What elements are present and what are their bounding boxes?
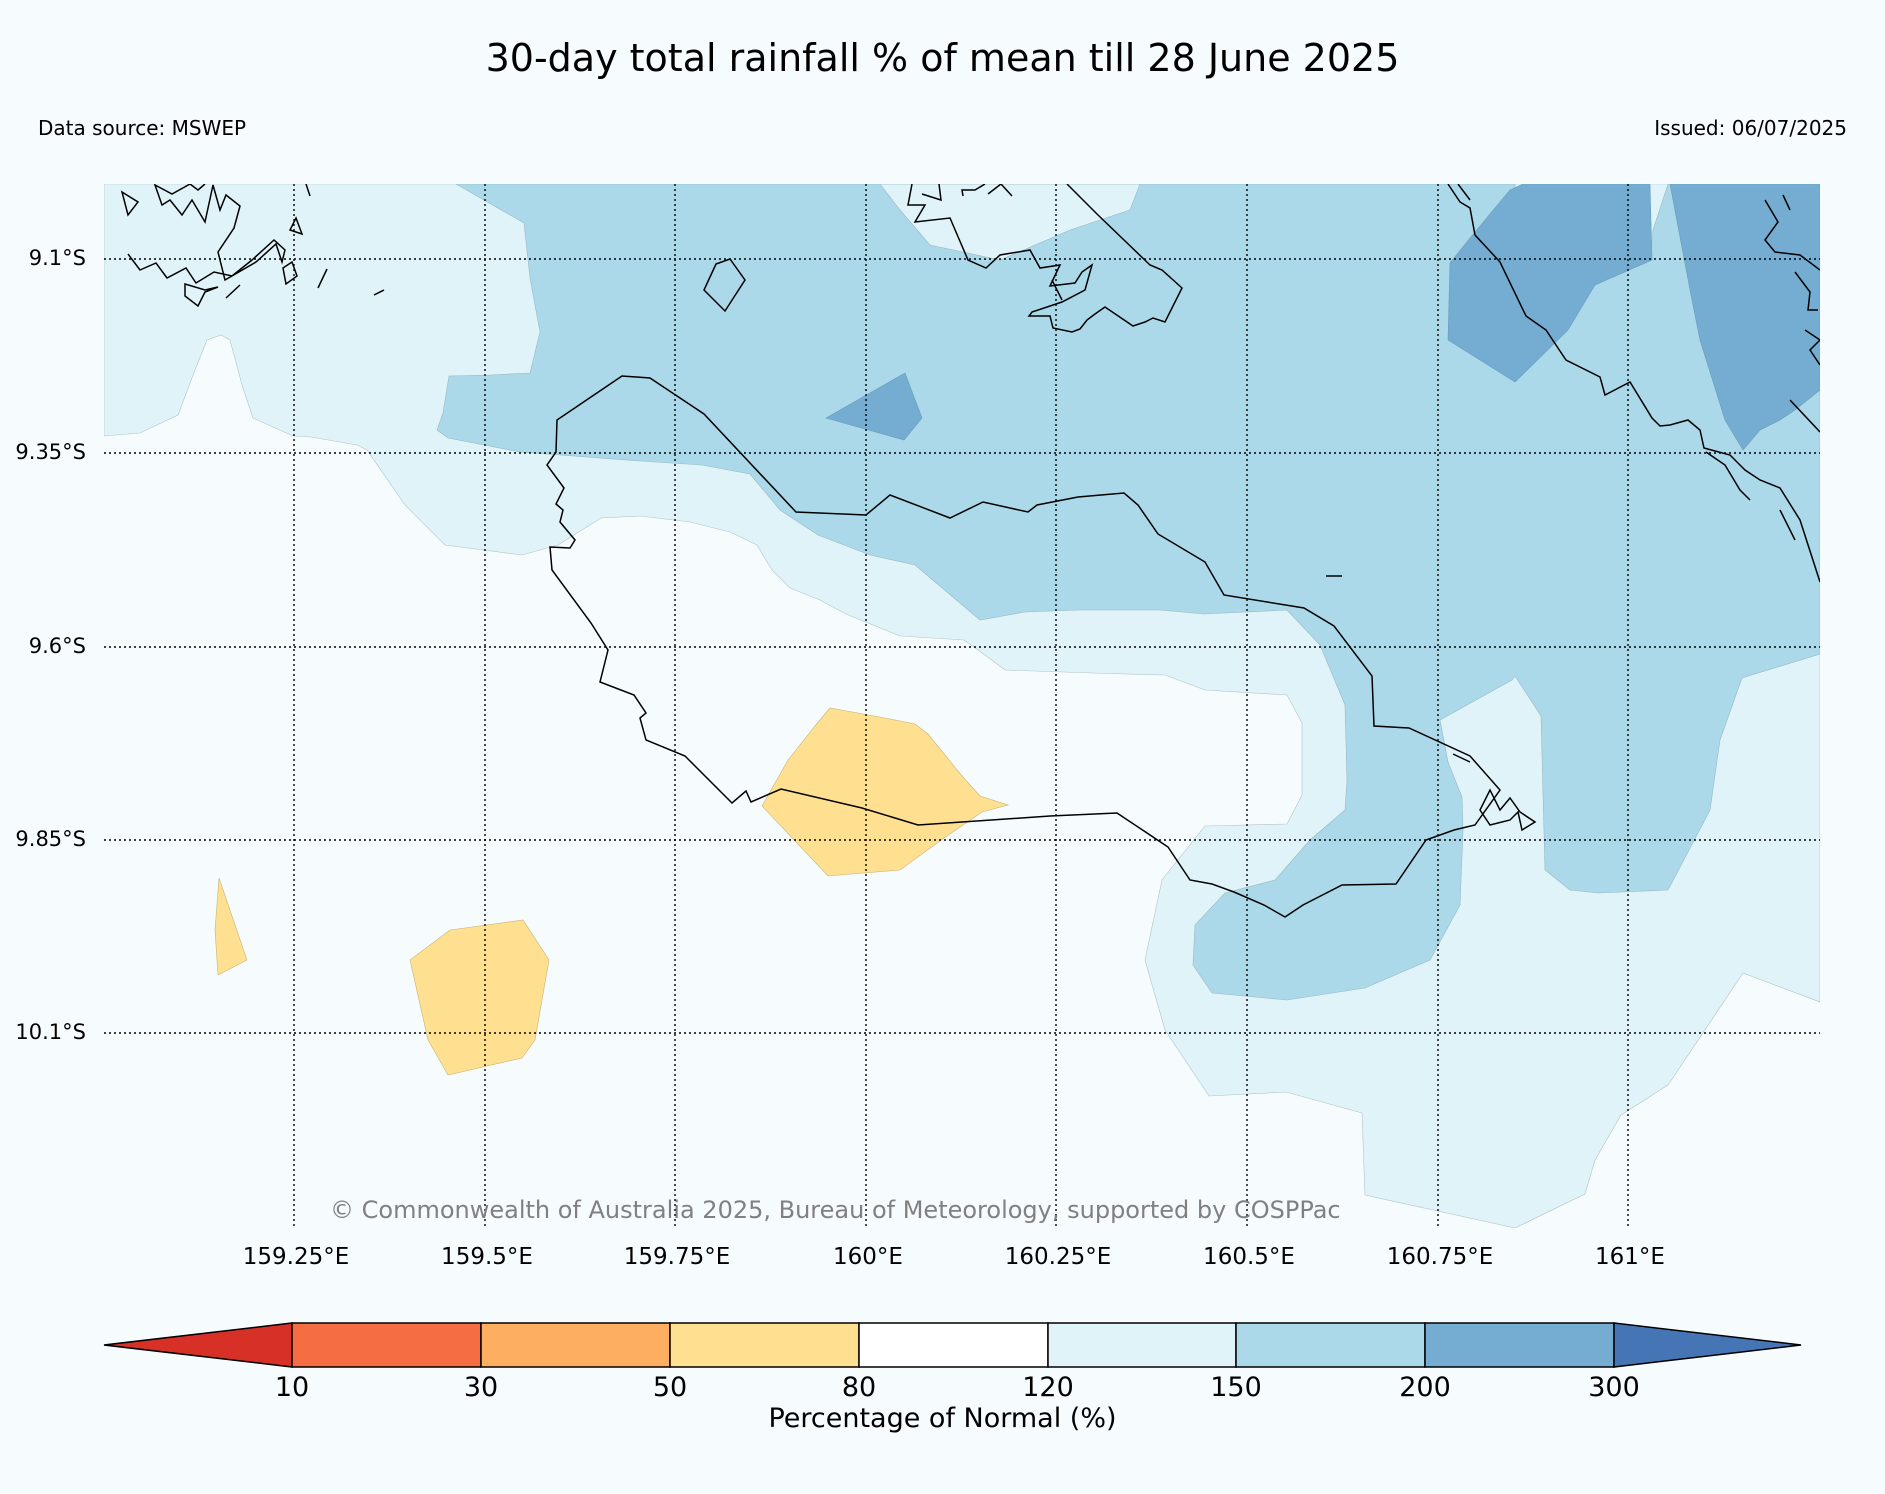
colorbar-tick-80: 80: [841, 1372, 877, 1403]
lat-label-9-1: 9.1°S: [28, 246, 86, 270]
colorbar-tick-120: 120: [1022, 1372, 1074, 1403]
copyright-notice: © Commonwealth of Australia 2025, Bureau…: [330, 1196, 1341, 1224]
graticule: [104, 184, 1820, 1228]
colorbar-bin-50-80: [669, 1322, 860, 1368]
colorbar-tick-300: 300: [1588, 1372, 1640, 1403]
lon-label-159-5: 159.5°E: [441, 1244, 533, 1270]
map-plot-area: [104, 184, 1820, 1228]
colorbar-tick-50: 50: [652, 1372, 688, 1403]
rainfall-region-50-80-central: [761, 707, 1010, 877]
lon-label-159-75: 159.75°E: [623, 1244, 731, 1270]
colorbar-bin-80-120: [858, 1322, 1049, 1368]
colorbar-label: Percentage of Normal (%): [768, 1403, 1117, 1434]
lon-label-159-25: 159.25°E: [242, 1244, 350, 1270]
lat-label-9-85: 9.85°S: [15, 827, 86, 851]
rainfall-region-200-300-central: [825, 372, 923, 441]
colorbar-bin-200-300: [1424, 1322, 1615, 1368]
coastlines: [120, 184, 1820, 918]
map-title: 30-day total rainfall % of mean till 28 …: [485, 36, 1400, 80]
rainfall-region-50-80-island: [214, 877, 248, 976]
lon-label-160-75: 160.75°E: [1386, 1244, 1494, 1270]
lon-label-160: 160°E: [833, 1244, 903, 1270]
colorbar-bin-30-50: [480, 1322, 671, 1368]
rainfall-region-200-300-east: [1447, 184, 1820, 451]
lon-label-161: 161°E: [1595, 1244, 1665, 1270]
colorbar: [103, 1322, 1802, 1368]
colorbar-tick-30: 30: [463, 1372, 499, 1403]
lat-label-9-35: 9.35°S: [15, 440, 86, 464]
colorbar-extend-high: [1613, 1322, 1802, 1368]
lon-label-160-25: 160.25°E: [1004, 1244, 1112, 1270]
colorbar-tick-200: 200: [1399, 1372, 1451, 1403]
rainfall-region-150-200: [436, 184, 1820, 1001]
rainfall-region-50-80-southwest: [409, 919, 550, 1076]
lon-label-160-5: 160.5°E: [1203, 1244, 1295, 1270]
colorbar-extend-low: [103, 1322, 293, 1368]
colorbar-tick-10: 10: [274, 1372, 310, 1403]
data-source-label: Data source: MSWEP: [38, 116, 247, 140]
lat-label-10-1: 10.1°S: [15, 1020, 86, 1044]
issued-date-label: Issued: 06/07/2025: [1654, 116, 1847, 140]
colorbar-bin-10-30: [291, 1322, 482, 1368]
colorbar-tick-150: 150: [1210, 1372, 1262, 1403]
colorbar-bin-150-200: [1235, 1322, 1426, 1368]
colorbar-bin-120-150: [1047, 1322, 1237, 1368]
lat-label-9-6: 9.6°S: [28, 634, 86, 658]
